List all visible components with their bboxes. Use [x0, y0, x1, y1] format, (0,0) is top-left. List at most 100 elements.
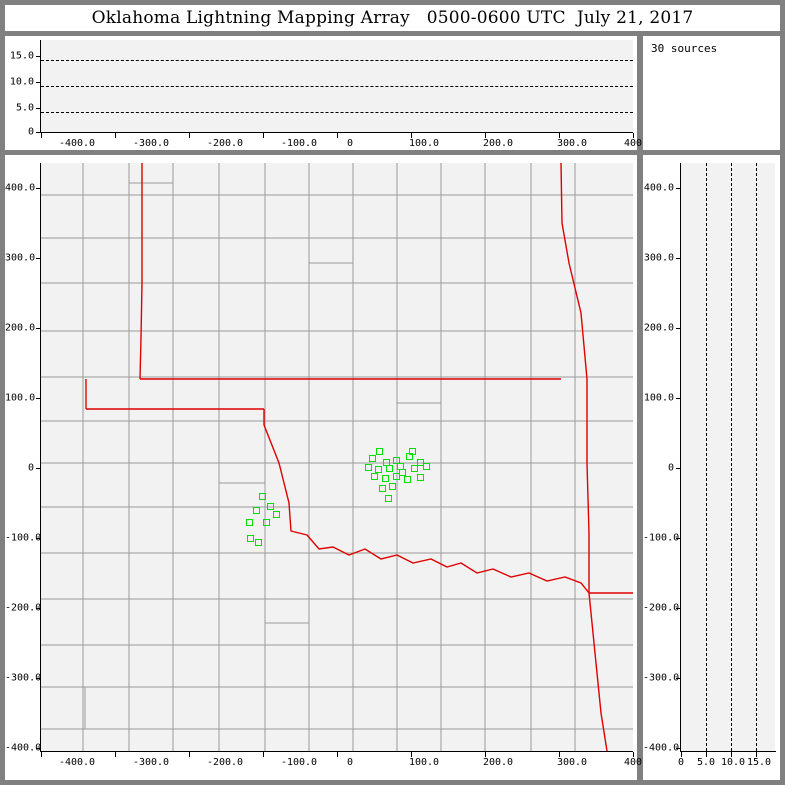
source-marker — [423, 463, 430, 470]
ticklabel-x-5: 5.0 — [696, 757, 716, 768]
altitude-panel: 400.0 300.0 200.0 100.0 0 -100.0 -200.0 … — [643, 155, 780, 780]
source-marker — [382, 475, 389, 482]
tick-y-400 — [676, 188, 681, 189]
gridline-15 — [41, 60, 633, 61]
alt-y-axis — [680, 163, 681, 752]
tick-x-100 — [411, 752, 412, 757]
ticklabel-y-m100: -100.0 — [643, 532, 680, 544]
altitude-plot-area[interactable] — [681, 163, 775, 751]
tick-y-0 — [36, 132, 41, 133]
ticklabel-x-m200: -200.0 — [206, 757, 244, 768]
ticklabel-y-100: 100.0 — [643, 392, 674, 404]
tick-x-m200 — [189, 752, 190, 757]
map-plot-area[interactable] — [41, 163, 633, 751]
ticklabel-x-m200: -200.0 — [206, 138, 244, 149]
gridline-10 — [731, 163, 732, 751]
tick-x-0 — [681, 752, 682, 757]
tick-y-200 — [36, 328, 41, 329]
tick-x-m400 — [41, 133, 42, 138]
ticklabel-x-300: 300.0 — [556, 138, 588, 149]
gridline-5 — [706, 163, 707, 751]
ticklabel-y-m300: -300.0 — [643, 672, 680, 684]
tick-y-m200 — [676, 608, 681, 609]
ticklabel-x-m100: -100.0 — [280, 757, 318, 768]
source-marker — [365, 464, 372, 471]
tick-x-300 — [559, 752, 560, 757]
source-marker — [267, 503, 274, 510]
alt-x-axis — [680, 751, 776, 752]
map-y-axis — [40, 163, 41, 752]
tick-x-m200 — [189, 133, 190, 138]
sources-count-label: 30 sources — [651, 42, 718, 55]
ticklabel-x-0: 0 — [346, 138, 354, 149]
tick-y-m300 — [36, 678, 41, 679]
source-marker — [247, 535, 254, 542]
source-marker — [246, 519, 253, 526]
ticklabel-x-m100: -100.0 — [280, 138, 318, 149]
ticklabel-x-m400: -400.0 — [58, 138, 96, 149]
ticklabel-y-m200: -200.0 — [643, 602, 680, 614]
ticklabel-y-10: 10.0 — [9, 76, 34, 88]
ticklabel-y-300: 300.0 — [5, 252, 36, 264]
tick-y-10 — [36, 82, 41, 83]
ticklabel-x-15: 15.0 — [746, 757, 772, 768]
page-title: Oklahoma Lightning Mapping Array 0500-06… — [91, 8, 694, 28]
tick-y-m100 — [36, 538, 41, 539]
source-marker — [379, 485, 386, 492]
tick-x-0 — [337, 133, 338, 138]
tick-x-15 — [756, 752, 757, 757]
title-bar: Oklahoma Lightning Mapping Array 0500-06… — [5, 5, 780, 31]
tick-x-5 — [706, 752, 707, 757]
ticklabel-y-m200: -200.0 — [5, 602, 42, 614]
source-marker — [386, 465, 393, 472]
ticklabel-y-m300: -300.0 — [5, 672, 42, 684]
map-panel: 400.0 300.0 200.0 100.0 0 -100.0 -200.0 … — [5, 155, 654, 780]
ticklabel-y-15: 15.0 — [9, 50, 34, 62]
ticklabel-x-100: 100.0 — [408, 757, 440, 768]
ticklabel-x-400: 400.0 — [623, 757, 655, 768]
ticklabel-x-10: 10.0 — [720, 757, 746, 768]
county-boundaries — [41, 163, 633, 751]
source-marker — [404, 476, 411, 483]
gridline-10 — [41, 86, 633, 87]
source-marker — [399, 469, 406, 476]
ticklabel-y-0: 0 — [27, 462, 34, 474]
source-marker — [273, 511, 280, 518]
ticklabel-x-300: 300.0 — [556, 757, 588, 768]
tick-x-m100 — [263, 133, 264, 138]
tick-y-15 — [36, 56, 41, 57]
tick-x-m100 — [263, 752, 264, 757]
tick-x-m400 — [41, 752, 42, 757]
ticklabel-x-m400: -400.0 — [58, 757, 96, 768]
gridline-5 — [41, 112, 633, 113]
source-marker — [375, 466, 382, 473]
ticklabel-y-300: 300.0 — [643, 252, 674, 264]
tick-x-m300 — [115, 752, 116, 757]
source-marker — [385, 495, 392, 502]
map-geography — [41, 163, 633, 751]
tick-x-0 — [337, 752, 338, 757]
tick-y-100 — [676, 398, 681, 399]
ticklabel-x-m300: -300.0 — [132, 757, 170, 768]
ticklabel-y-200: 200.0 — [643, 322, 674, 334]
tick-y-m300 — [676, 678, 681, 679]
ticklabel-y-0: 0 — [27, 126, 34, 138]
state-boundaries — [85, 163, 633, 751]
ticklabel-x-0: 0 — [346, 757, 354, 768]
source-marker — [393, 457, 400, 464]
tick-y-m400 — [36, 748, 41, 749]
ticklabel-y-400: 400.0 — [5, 182, 36, 194]
ticklabel-x-100: 100.0 — [408, 138, 440, 149]
source-marker — [253, 507, 260, 514]
source-marker — [376, 448, 383, 455]
tick-y-5 — [36, 108, 41, 109]
tick-y-100 — [36, 398, 41, 399]
top-panel-y-axis — [40, 40, 41, 133]
source-marker — [389, 483, 396, 490]
sources-count-panel: 30 sources — [643, 36, 780, 150]
time-altitude-panel: 0 5.0 10.0 15.0 -400.0 -300.0 -200.0 -10… — [5, 36, 654, 150]
ticklabel-x-m300: -300.0 — [132, 138, 170, 149]
tick-y-m400 — [676, 748, 681, 749]
ticklabel-y-m400: -400.0 — [5, 742, 42, 754]
